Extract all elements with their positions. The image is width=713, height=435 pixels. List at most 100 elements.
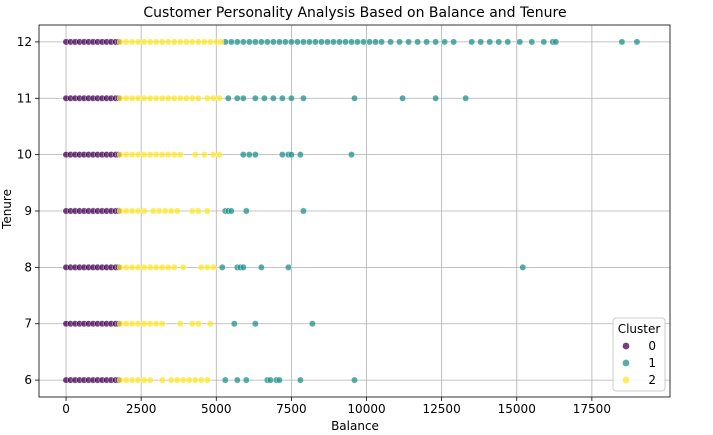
- cluster-2-point: [158, 38, 166, 46]
- cluster-1-point: [306, 38, 313, 46]
- cluster-2-point: [170, 94, 178, 102]
- cluster-2-point: [140, 263, 148, 271]
- x-tick-label: 10000: [347, 402, 385, 416]
- cluster-1-point: [251, 320, 259, 328]
- cluster-1-point: [266, 376, 274, 384]
- cluster-2-point: [140, 207, 148, 215]
- cluster-2-point: [116, 151, 124, 159]
- cluster-2-point: [203, 263, 211, 271]
- cluster-2-point: [182, 38, 190, 46]
- cluster-2-point: [197, 263, 205, 271]
- legend-label-1: 1: [648, 356, 656, 370]
- y-tick-label: 8: [24, 260, 32, 274]
- y-tick-label: 6: [24, 373, 32, 387]
- cluster-2-point: [203, 376, 211, 384]
- cluster-1-point: [275, 376, 283, 384]
- cluster-1-point: [504, 38, 512, 46]
- points-layer: [62, 38, 641, 384]
- cluster-2-point: [116, 376, 124, 384]
- legend-marker-1: [622, 359, 630, 367]
- cluster-2-point: [134, 151, 142, 159]
- cluster-1-point: [540, 38, 548, 46]
- cluster-1-point: [221, 376, 229, 384]
- cluster-2-point: [158, 376, 166, 384]
- cluster-1-point: [297, 376, 304, 384]
- cluster-1-point: [239, 94, 247, 102]
- y-tick-label: 12: [17, 35, 32, 49]
- x-tick-label: 5000: [201, 402, 232, 416]
- cluster-2-point: [194, 38, 202, 46]
- cluster-2-point: [128, 320, 136, 328]
- cluster-2-point: [146, 151, 154, 159]
- legend-marker-2: [622, 376, 630, 384]
- cluster-2-point: [128, 94, 136, 102]
- cluster-2-point: [116, 320, 124, 328]
- cluster-1-point: [387, 38, 394, 46]
- cluster-2-point: [146, 94, 154, 102]
- cluster-1-point: [239, 151, 247, 159]
- cluster-1-point: [396, 38, 403, 46]
- cluster-1-point: [300, 207, 307, 215]
- cluster-2-point: [146, 38, 154, 46]
- cluster-2-point: [122, 38, 130, 46]
- cluster-2-point: [164, 151, 172, 159]
- cluster-1-point: [633, 38, 641, 46]
- cluster-2-point: [209, 151, 217, 159]
- cluster-2-point: [215, 94, 223, 102]
- cluster-1-point: [360, 38, 367, 46]
- cluster-1-point: [552, 38, 560, 46]
- cluster-2-point: [164, 38, 172, 46]
- x-tick-label: 0: [62, 402, 70, 416]
- cluster-2-point: [158, 263, 166, 271]
- cluster-2-point: [140, 151, 148, 159]
- cluster-1-point: [233, 38, 241, 46]
- cluster-2-point: [140, 38, 148, 46]
- cluster-1-point: [300, 38, 307, 46]
- legend-box: [612, 317, 666, 392]
- cluster-2-point: [116, 263, 124, 271]
- y-axis-label: Tenure: [0, 189, 14, 230]
- cluster-2-point: [122, 94, 130, 102]
- cluster-1-point: [519, 263, 527, 271]
- cluster-1-point: [330, 38, 337, 46]
- cluster-2-point: [122, 151, 130, 159]
- legend-label-2: 2: [648, 373, 656, 387]
- x-tick-label: 15000: [498, 402, 536, 416]
- cluster-1-point: [297, 151, 304, 159]
- cluster-1-point: [239, 38, 247, 46]
- cluster-1-point: [300, 94, 307, 102]
- cluster-1-point: [251, 94, 259, 102]
- cluster-2-point: [206, 38, 214, 46]
- cluster-1-point: [233, 94, 241, 102]
- cluster-1-point: [354, 38, 361, 46]
- cluster-1-point: [312, 38, 319, 46]
- cluster-2-point: [128, 376, 136, 384]
- cluster-1-point: [423, 38, 431, 46]
- cluster-2-point: [149, 207, 157, 215]
- cluster-2-point: [188, 38, 196, 46]
- cluster-1-point: [351, 94, 358, 102]
- cluster-2-point: [152, 263, 160, 271]
- cluster-1-point: [399, 94, 406, 102]
- cluster-1-point: [227, 207, 235, 215]
- cluster-1-point: [348, 151, 355, 159]
- cluster-2-point: [188, 207, 196, 215]
- y-tick-label: 9: [24, 204, 32, 218]
- cluster-2-point: [191, 376, 199, 384]
- cluster-2-point: [179, 263, 187, 271]
- cluster-1-point: [242, 376, 250, 384]
- cluster-2-point: [158, 151, 166, 159]
- cluster-2-point: [140, 320, 148, 328]
- x-tick-label: 12500: [423, 402, 461, 416]
- cluster-2-point: [176, 320, 184, 328]
- cluster-2-point: [128, 263, 136, 271]
- cluster-2-point: [209, 263, 217, 271]
- cluster-1-point: [251, 38, 259, 46]
- cluster-1-point: [378, 38, 385, 46]
- cluster-1-point: [462, 94, 470, 102]
- cluster-1-point: [278, 94, 286, 102]
- cluster-2-point: [185, 376, 193, 384]
- cluster-1-point: [468, 38, 476, 46]
